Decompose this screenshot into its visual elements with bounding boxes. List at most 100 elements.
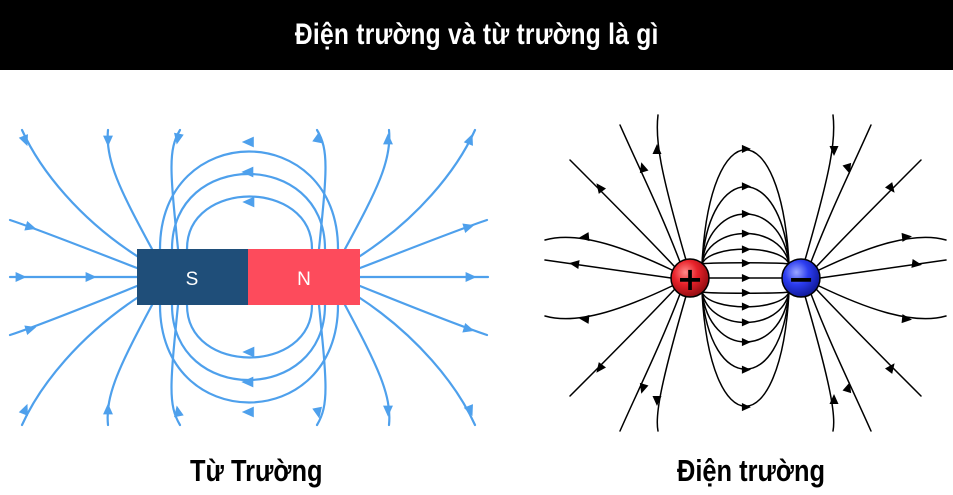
field-arrow [24, 220, 37, 231]
field-line [656, 295, 687, 432]
field-line [544, 236, 673, 271]
page-title: Điện trường và từ trường là gì [294, 18, 659, 51]
field-arrow [741, 229, 751, 238]
field-arrow [462, 223, 475, 234]
field-arrow [579, 314, 590, 324]
field-arrow [741, 245, 751, 254]
field-arrow [842, 382, 852, 394]
field-arrow [741, 338, 751, 347]
field-line [544, 285, 673, 320]
field-arrow [842, 162, 852, 174]
field-line [569, 289, 675, 397]
field-line [185, 195, 314, 251]
field-arrow [103, 135, 113, 147]
field-line [819, 259, 947, 279]
field-line [701, 291, 790, 343]
field-arrow [15, 272, 27, 282]
field-arrow [741, 209, 751, 218]
field-arrow [829, 146, 839, 156]
field-arrow [103, 403, 113, 415]
field-arrow [652, 144, 662, 154]
field-line [343, 303, 391, 427]
field-arrow [463, 404, 473, 417]
field-arrow [85, 272, 97, 282]
negative-charge-symbol: − [788, 260, 815, 298]
field-line [619, 293, 681, 432]
field-arrow [741, 144, 751, 153]
field-arrow [174, 405, 184, 418]
field-line [170, 173, 327, 251]
electric-field-diagram: + − [544, 114, 947, 432]
field-line [158, 303, 340, 404]
field-line [106, 303, 154, 427]
field-arrow [24, 325, 37, 336]
magnet-south-pole [137, 249, 248, 305]
field-arrow [901, 314, 912, 324]
field-arrow [463, 133, 473, 146]
field-arrow [741, 182, 751, 191]
field-line [20, 128, 142, 260]
electric-field-lines [544, 114, 947, 432]
field-line [8, 218, 139, 270]
field-line [106, 128, 154, 251]
field-arrow [741, 365, 751, 374]
field-line [20, 294, 142, 427]
south-pole-label: S [186, 269, 199, 290]
field-arrow [741, 259, 751, 268]
magnetic-field-diagram: S N [8, 128, 490, 427]
field-arrow [569, 260, 580, 270]
field-line [358, 218, 489, 270]
field-arrow [901, 232, 912, 242]
field-line [701, 291, 790, 408]
field-arrow [639, 162, 649, 174]
field-line [818, 236, 947, 271]
field-line [8, 284, 139, 337]
field-arrow [242, 196, 255, 208]
field-arrow [741, 288, 751, 297]
field-line [701, 291, 790, 370]
field-line [818, 285, 947, 320]
field-line [701, 186, 790, 265]
field-arrow [312, 406, 322, 419]
field-arrow [465, 272, 477, 282]
positive-charge [670, 258, 710, 298]
field-line [315, 303, 327, 427]
field-arrow [241, 166, 254, 178]
field-arrow [174, 132, 184, 145]
electric-field-caption: Điện trường [677, 453, 826, 488]
field-arrow [242, 346, 255, 358]
field-line [701, 148, 790, 265]
field-arrow [312, 131, 322, 144]
field-arrow [18, 134, 28, 147]
field-arrow [885, 182, 895, 193]
negative-charge [781, 258, 821, 298]
field-line [170, 303, 327, 381]
field-arrow [741, 273, 751, 283]
field-arrow [652, 396, 662, 406]
field-arrow [241, 406, 254, 418]
field-arrow [383, 133, 393, 145]
magnet-north-pole [248, 249, 360, 305]
field-arrow [596, 183, 606, 194]
field-line [343, 128, 391, 251]
field-line [569, 159, 675, 267]
field-line [355, 128, 477, 260]
field-arrow [911, 258, 922, 268]
field-line [816, 159, 922, 267]
north-pole-label: N [297, 269, 311, 290]
field-arrow [885, 363, 895, 374]
magnetic-field-caption: Từ Trường [190, 453, 323, 488]
field-arrow [241, 376, 254, 388]
field-arrow [579, 232, 590, 242]
field-arrow [639, 382, 649, 394]
field-line [544, 259, 672, 279]
field-arrow [596, 362, 606, 373]
field-arrow [383, 405, 393, 417]
field-line [158, 150, 340, 251]
field-line [804, 295, 835, 432]
field-line [701, 213, 790, 265]
electric-field-arrows [569, 144, 922, 412]
field-arrow [241, 136, 254, 148]
field-line [804, 114, 835, 261]
field-line [656, 114, 687, 261]
